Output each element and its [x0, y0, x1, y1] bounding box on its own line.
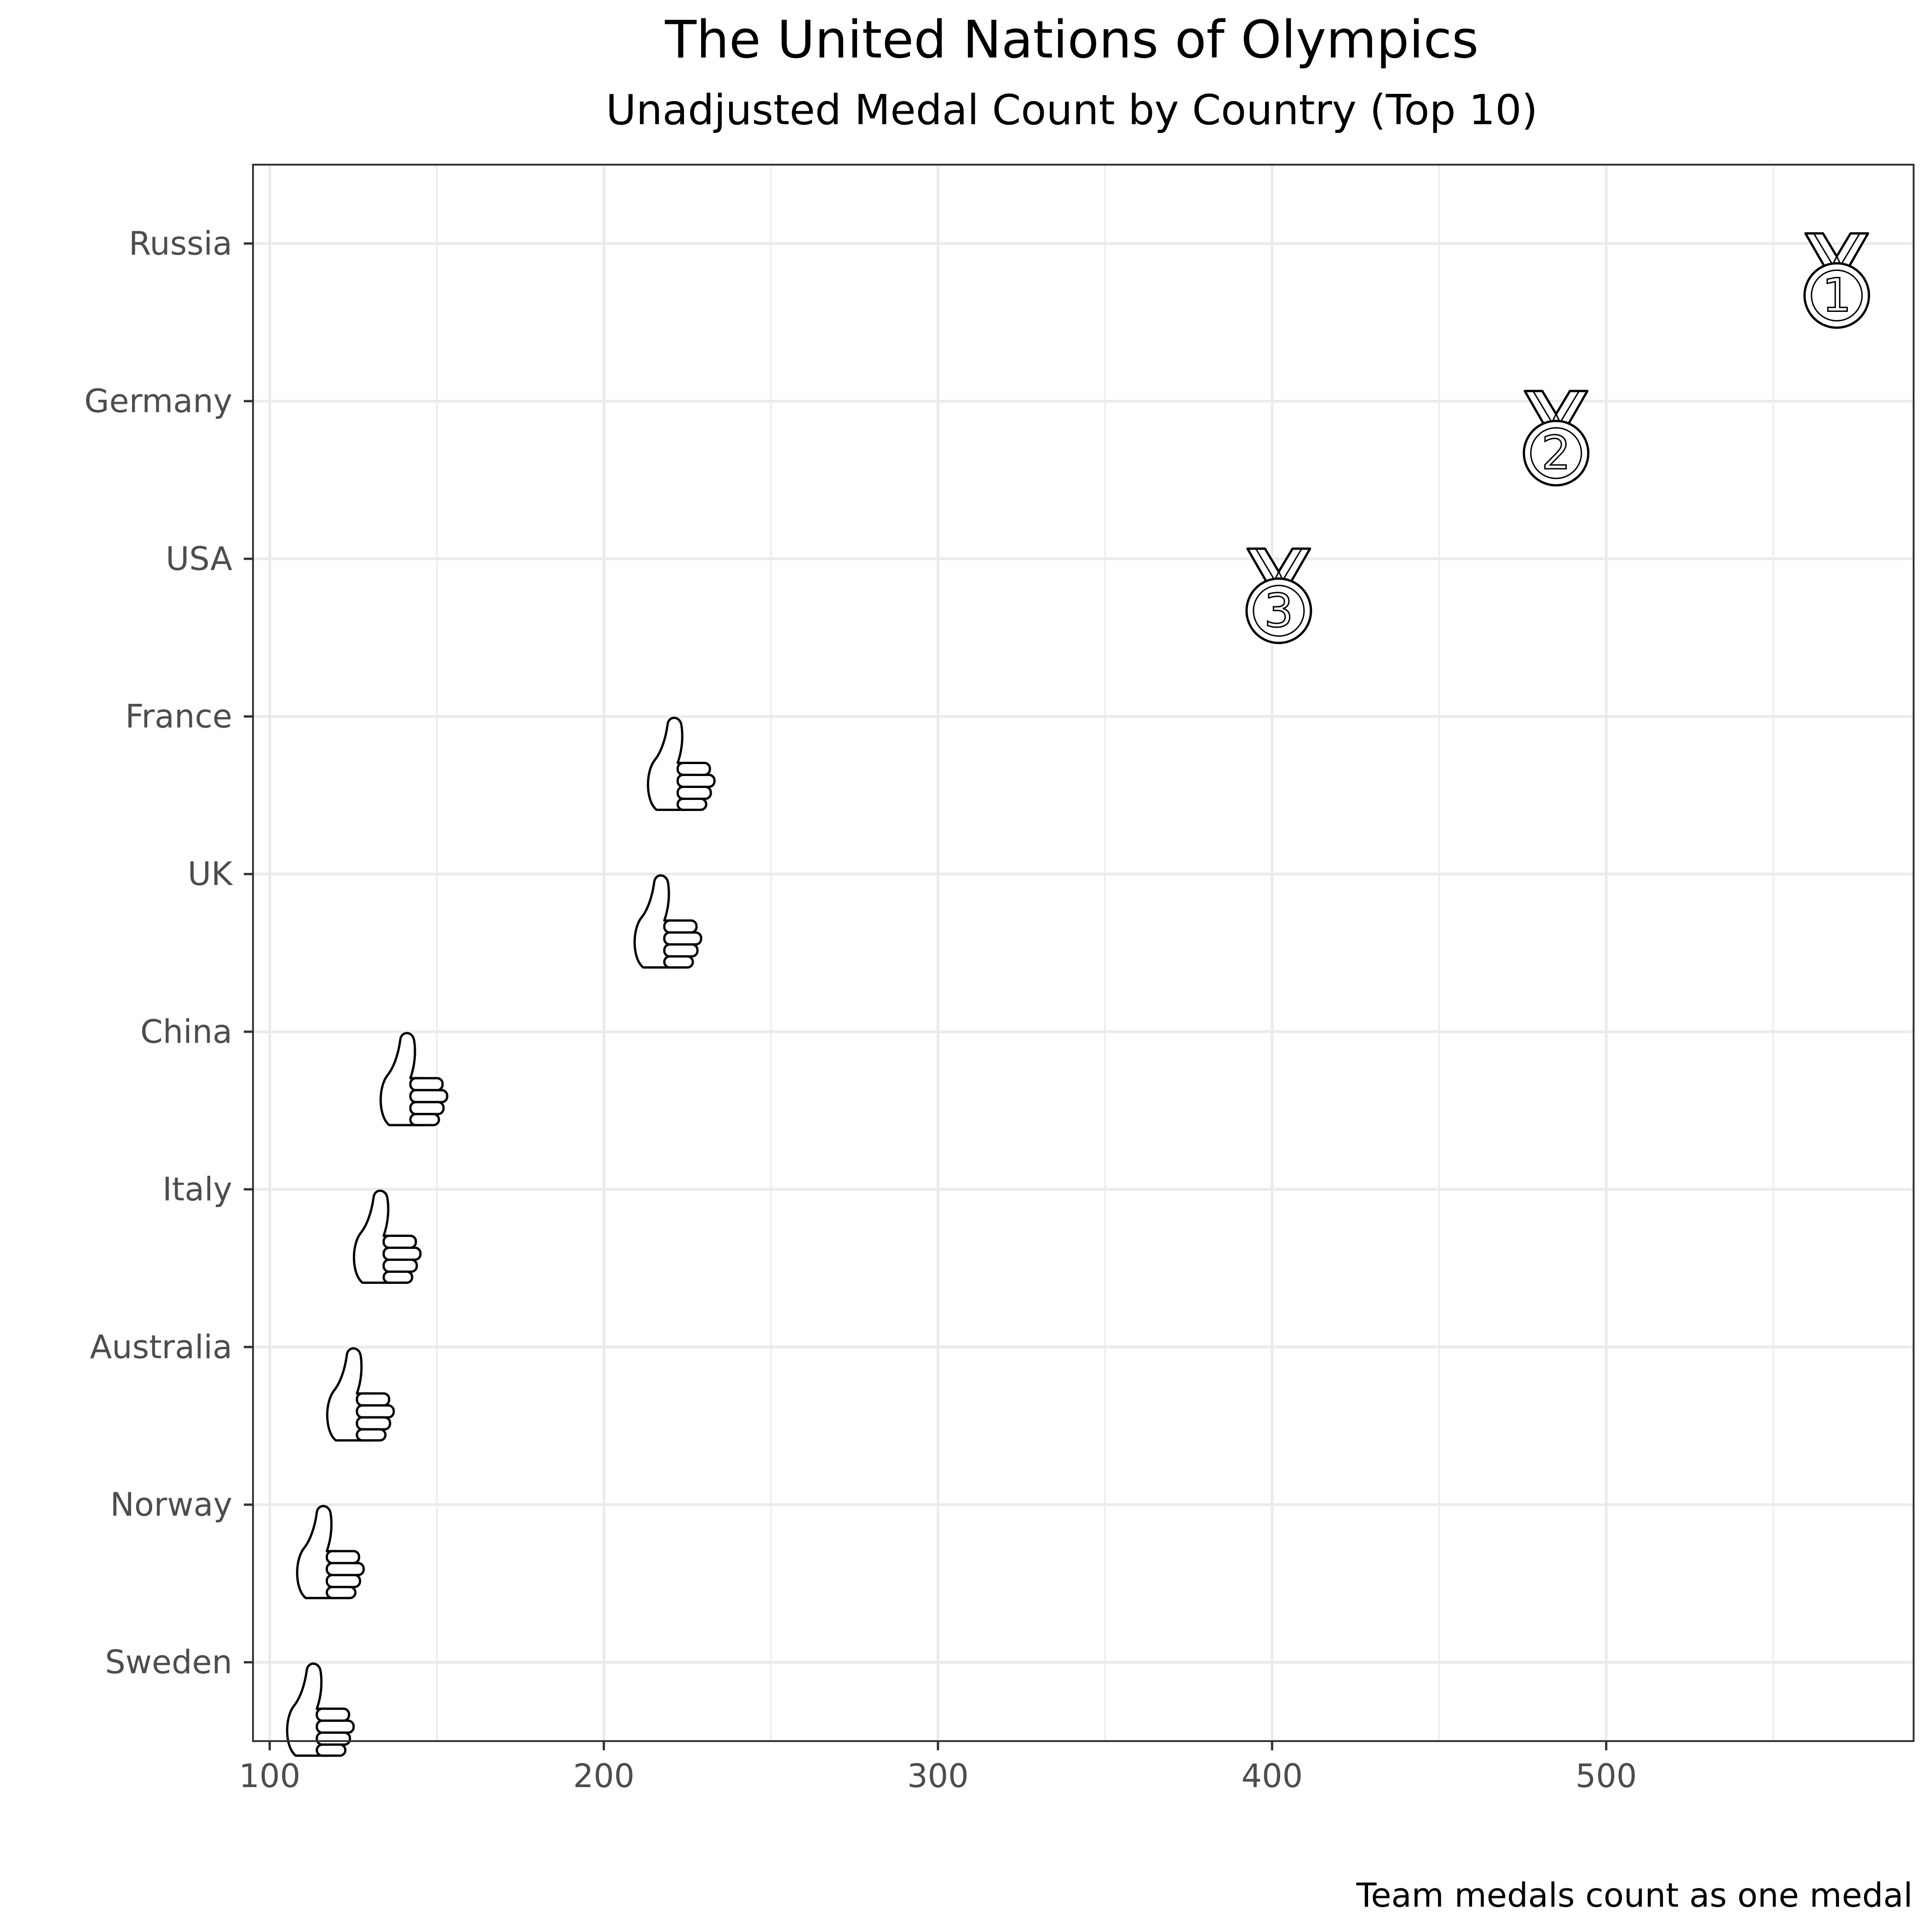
thumbs-up-icon — [286, 1662, 355, 1757]
y-tick-label: UK — [188, 855, 233, 893]
x-tick-label: 300 — [907, 1757, 969, 1795]
thumbs-up-icon — [633, 874, 702, 969]
y-tick-label: China — [140, 1013, 232, 1051]
y-tick-label: Sweden — [105, 1644, 232, 1681]
plot-background — [253, 165, 1914, 1741]
medal-3-icon: 3 — [1245, 547, 1312, 644]
svg-text:1: 1 — [1822, 268, 1852, 322]
chart-title: The United Nations of Olympics — [665, 10, 1479, 70]
x-tick-label: 500 — [1576, 1757, 1637, 1795]
plot-border — [252, 164, 1915, 1742]
chart-subtitle: Unadjusted Medal Count by Country (Top 1… — [606, 86, 1538, 134]
y-tick-label: Australia — [90, 1328, 232, 1366]
medal-1-icon: 1 — [1803, 232, 1870, 329]
thumbs-up-icon — [296, 1505, 365, 1599]
chart-caption: Team medals count as one medal — [1356, 1876, 1913, 1915]
thumbs-up-icon — [326, 1347, 395, 1442]
y-tick-label: USA — [166, 540, 232, 578]
y-tick-label: Norway — [110, 1486, 232, 1524]
y-tick-label: Russia — [129, 224, 232, 262]
y-tick-label: Italy — [162, 1171, 232, 1208]
x-tick-label: 200 — [573, 1757, 635, 1795]
grid-layer — [253, 165, 1914, 1741]
marks-layer: 1 2 3 — [286, 232, 1870, 1757]
axis-layer: 100 200 300 400 500 Russia Germany USA France UK C… — [84, 224, 1637, 1795]
x-tick-label: 400 — [1242, 1757, 1303, 1795]
svg-text:2: 2 — [1541, 426, 1571, 480]
thumbs-up-icon — [380, 1032, 448, 1127]
thumbs-up-icon — [647, 717, 716, 811]
thumbs-up-icon — [353, 1190, 422, 1284]
y-tick-label: France — [125, 697, 232, 735]
svg-text:3: 3 — [1264, 584, 1294, 638]
medal-2-icon: 2 — [1523, 390, 1590, 487]
y-tick-label: Germany — [84, 382, 232, 420]
x-tick-label: 100 — [239, 1757, 301, 1795]
